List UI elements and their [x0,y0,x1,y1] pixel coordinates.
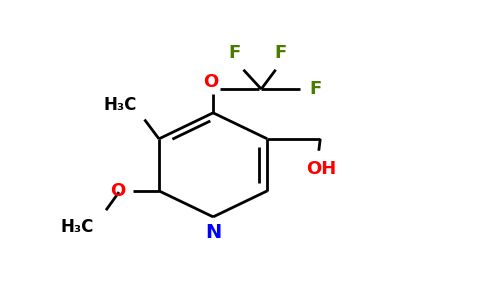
Text: N: N [205,224,221,242]
Text: F: F [228,44,241,62]
Text: O: O [203,73,218,91]
Text: F: F [309,80,322,98]
Text: H₃C: H₃C [60,218,94,236]
Text: H₃C: H₃C [104,96,137,114]
Text: O: O [110,182,125,200]
Text: OH: OH [306,160,336,178]
Text: F: F [274,44,287,62]
